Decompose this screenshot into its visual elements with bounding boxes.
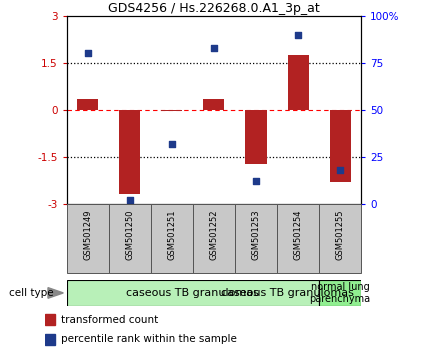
- Bar: [246, 110, 267, 165]
- Polygon shape: [48, 287, 63, 298]
- Text: GSM501253: GSM501253: [252, 209, 261, 260]
- Point: [295, 32, 301, 38]
- Point: [252, 178, 259, 184]
- Bar: [319, 204, 361, 273]
- Text: percentile rank within the sample: percentile rank within the sample: [61, 334, 237, 344]
- Bar: [288, 55, 309, 110]
- Point: [337, 167, 344, 173]
- Bar: [151, 204, 193, 273]
- Text: GSM501255: GSM501255: [336, 209, 345, 259]
- Bar: [277, 204, 319, 273]
- Text: GSM501254: GSM501254: [294, 209, 303, 259]
- Bar: [77, 99, 98, 110]
- Bar: [161, 110, 182, 111]
- Text: GSM501250: GSM501250: [125, 209, 134, 259]
- Text: cell type: cell type: [9, 288, 53, 298]
- Text: transformed count: transformed count: [61, 315, 158, 325]
- Text: caseous TB granulomas: caseous TB granulomas: [126, 288, 259, 298]
- Bar: [319, 280, 361, 306]
- Bar: [109, 204, 151, 273]
- Title: GDS4256 / Hs.226268.0.A1_3p_at: GDS4256 / Hs.226268.0.A1_3p_at: [108, 2, 320, 15]
- Bar: [193, 204, 235, 273]
- Text: GSM501251: GSM501251: [167, 209, 176, 259]
- Bar: [203, 99, 224, 110]
- Point: [126, 197, 133, 202]
- Bar: [119, 110, 140, 194]
- Text: GSM501249: GSM501249: [83, 209, 92, 259]
- Bar: [330, 110, 351, 182]
- Point: [169, 141, 175, 146]
- Bar: [45, 314, 55, 325]
- Text: normal lung
parenchyma: normal lung parenchyma: [310, 282, 371, 304]
- Bar: [67, 204, 109, 273]
- Bar: [45, 334, 55, 345]
- Point: [210, 45, 217, 51]
- Bar: [67, 280, 319, 306]
- Text: caseous TB granulomas: caseous TB granulomas: [221, 288, 354, 298]
- Bar: [235, 204, 277, 273]
- Text: GSM501252: GSM501252: [209, 209, 218, 259]
- Point: [84, 51, 91, 56]
